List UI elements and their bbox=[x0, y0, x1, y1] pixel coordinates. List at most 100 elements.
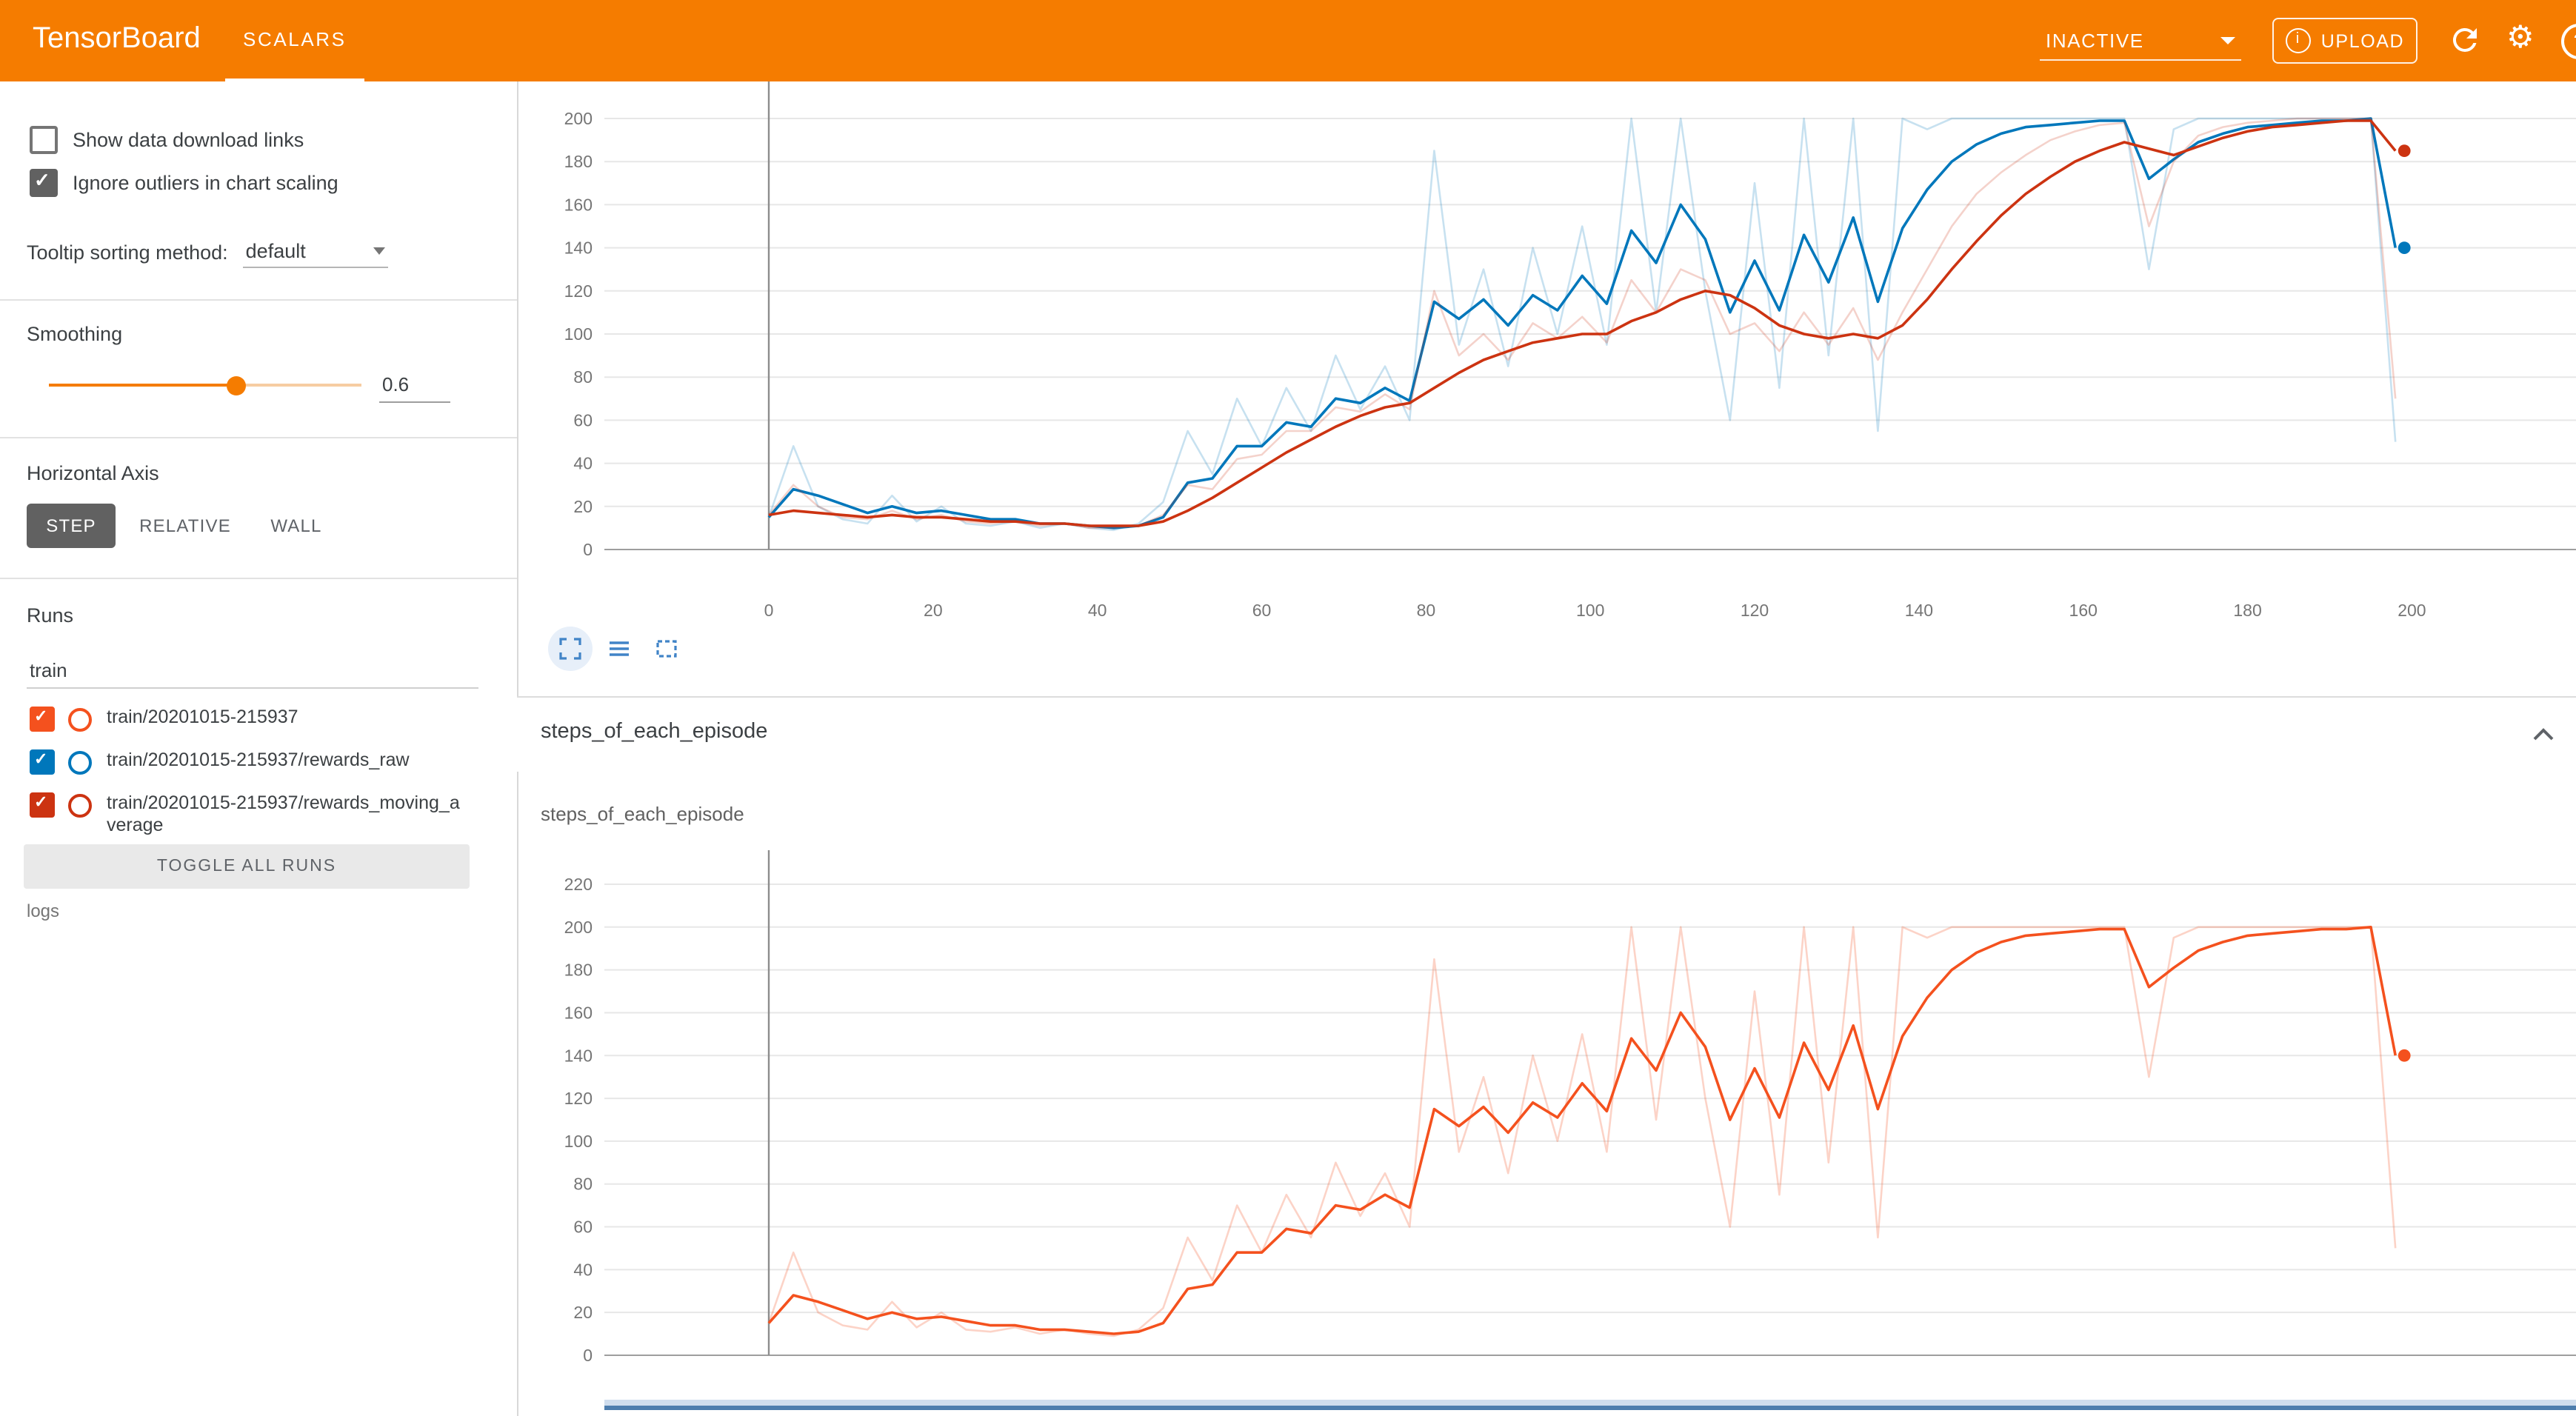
series-end-dot-3 bbox=[2398, 144, 2411, 158]
smoothing-value-input[interactable] bbox=[379, 366, 450, 403]
info-icon: i bbox=[2285, 28, 2311, 53]
divider bbox=[0, 437, 517, 438]
inactive-dropdown-value: INACTIVE bbox=[2046, 29, 2144, 51]
x-tick-label: 180 bbox=[2233, 601, 2261, 620]
run-item[interactable]: ✓ train/20201015-215937 bbox=[0, 702, 504, 738]
chart-card-title: steps_of_each_episode bbox=[541, 803, 744, 825]
run-visibility-circle[interactable] bbox=[68, 708, 92, 732]
divider bbox=[0, 578, 517, 579]
run-checkbox[interactable]: ✓ bbox=[30, 707, 55, 732]
x-tick-label: 100 bbox=[1576, 601, 1604, 620]
smoothing-slider-fill bbox=[49, 384, 237, 387]
refresh-icon[interactable] bbox=[2447, 22, 2483, 58]
show-download-links-row[interactable]: ✓ Show data download links bbox=[30, 124, 304, 154]
series-end-dot-1 bbox=[2398, 241, 2411, 254]
y-tick-label: 80 bbox=[573, 1175, 593, 1194]
next-chart-line bbox=[604, 1406, 2576, 1410]
ignore-outliers-row[interactable]: ✓ Ignore outliers in chart scaling bbox=[30, 167, 338, 197]
y-tick-label: 20 bbox=[573, 1303, 593, 1322]
run-visibility-circle[interactable] bbox=[68, 794, 92, 818]
x-tick-label: 40 bbox=[1088, 601, 1107, 620]
run-item[interactable]: ✓ train/20201015-215937/rewards_moving_a… bbox=[0, 788, 504, 841]
toggle-all-runs-button[interactable]: TOGGLE ALL RUNS bbox=[24, 844, 470, 889]
y-tick-label: 120 bbox=[564, 1089, 593, 1108]
smoothing-slider-knob[interactable] bbox=[227, 375, 247, 395]
next-chart-line-halo bbox=[604, 1400, 2576, 1406]
y-tick-label: 60 bbox=[573, 410, 593, 430]
tooltip-sorting-value: default bbox=[245, 239, 306, 261]
y-tick-label: 200 bbox=[564, 918, 593, 937]
y-tick-label: 180 bbox=[564, 961, 593, 980]
y-tick-label: 140 bbox=[564, 1046, 593, 1065]
x-tick-label: 200 bbox=[2398, 601, 2426, 620]
x-tick-label: 60 bbox=[1252, 601, 1272, 620]
upload-button[interactable]: i UPLOAD bbox=[2272, 18, 2417, 64]
show-download-links-label: Show data download links bbox=[73, 128, 304, 150]
y-tick-label: 40 bbox=[573, 454, 593, 473]
runs-label: Runs bbox=[27, 604, 74, 627]
tag-section-title: steps_of_each_episode bbox=[541, 720, 768, 744]
tab-scalars-label: SCALARS bbox=[243, 28, 347, 50]
ignore-outliers-label: Ignore outliers in chart scaling bbox=[73, 171, 338, 193]
y-tick-label: 140 bbox=[564, 238, 593, 258]
series-line-3 bbox=[768, 119, 2397, 527]
upload-button-label: UPLOAD bbox=[2320, 30, 2405, 51]
y-tick-label: 160 bbox=[564, 195, 593, 214]
x-tick-label: 80 bbox=[1417, 601, 1436, 620]
series-line-0 bbox=[767, 926, 2397, 1337]
divider bbox=[0, 299, 517, 301]
smoothing-slider[interactable] bbox=[49, 375, 361, 395]
y-tick-label: 0 bbox=[583, 1346, 593, 1365]
help-icon[interactable]: ? bbox=[2561, 24, 2576, 59]
x-tick-label: 160 bbox=[2069, 601, 2098, 620]
axis-relative-button[interactable]: RELATIVE bbox=[127, 504, 243, 548]
tab-scalars[interactable]: SCALARS bbox=[225, 0, 364, 81]
y-tick-label: 40 bbox=[573, 1260, 593, 1279]
smoothing-label: Smoothing bbox=[27, 323, 123, 345]
ignore-outliers-checkbox[interactable]: ✓ bbox=[30, 168, 58, 196]
series-line-1 bbox=[767, 117, 2397, 530]
tooltip-sorting-dropdown[interactable]: default bbox=[242, 236, 388, 267]
tag-section-header[interactable]: steps_of_each_episode bbox=[517, 698, 2576, 772]
y-tick-label: 0 bbox=[583, 540, 593, 559]
x-tick-label: 20 bbox=[924, 601, 943, 620]
y-tick-label: 100 bbox=[564, 1132, 593, 1151]
y-tick-label: 160 bbox=[564, 1003, 593, 1022]
y-tick-label: 60 bbox=[573, 1218, 593, 1237]
axis-wall-button[interactable]: WALL bbox=[255, 504, 338, 548]
data-table-icon[interactable] bbox=[597, 627, 641, 671]
runs-filter-input[interactable] bbox=[27, 652, 478, 689]
show-download-links-checkbox[interactable]: ✓ bbox=[30, 125, 58, 153]
tooltip-sorting-row: Tooltip sorting method: default bbox=[27, 234, 388, 270]
horizontal-axis-label: Horizontal Axis bbox=[27, 462, 159, 484]
x-tick-label: 120 bbox=[1741, 601, 1769, 620]
runs-group-label: logs bbox=[27, 901, 60, 921]
chevron-down-icon bbox=[2220, 36, 2235, 44]
run-label: train/20201015-215937 bbox=[107, 707, 298, 727]
settings-sidebar: ✓ Show data download links ✓ Ignore outl… bbox=[0, 81, 518, 1416]
x-tick-label: 140 bbox=[1905, 601, 1933, 620]
y-tick-label: 120 bbox=[564, 281, 593, 301]
x-tick-label: 0 bbox=[764, 601, 774, 620]
y-tick-label: 100 bbox=[564, 324, 593, 344]
settings-gear-icon[interactable]: ⚙ bbox=[2506, 21, 2535, 55]
app-title: TensorBoard bbox=[33, 22, 201, 55]
divider bbox=[517, 696, 2576, 698]
run-checkbox[interactable]: ✓ bbox=[30, 792, 55, 818]
run-visibility-circle[interactable] bbox=[68, 751, 92, 775]
collapse-section-icon[interactable] bbox=[2532, 724, 2555, 747]
expand-chart-icon[interactable] bbox=[548, 627, 593, 671]
axis-step-button[interactable]: STEP bbox=[27, 504, 116, 548]
y-tick-label: 180 bbox=[564, 152, 593, 171]
series-end-dot-1 bbox=[2398, 1049, 2411, 1062]
inactive-dropdown[interactable]: INACTIVE bbox=[2040, 21, 2241, 61]
fit-domain-icon[interactable] bbox=[644, 627, 689, 671]
rewards-chart[interactable]: 0 20 40 60 80 100 120 140 160 180 200 0 20 40 60 80 100 1… bbox=[517, 81, 2576, 644]
y-tick-label: 220 bbox=[564, 875, 593, 894]
run-label: train/20201015-215937/rewards_moving_ave… bbox=[107, 792, 460, 835]
run-item[interactable]: ✓ train/20201015-215937/rewards_raw bbox=[0, 745, 504, 781]
y-tick-label: 200 bbox=[564, 109, 593, 128]
run-checkbox[interactable]: ✓ bbox=[30, 749, 55, 775]
steps-of-each-episode-chart[interactable]: 0 20 40 60 80 100 120 140 160 180 200 220 bbox=[517, 844, 2576, 1416]
run-label: train/20201015-215937/rewards_raw bbox=[107, 749, 410, 770]
